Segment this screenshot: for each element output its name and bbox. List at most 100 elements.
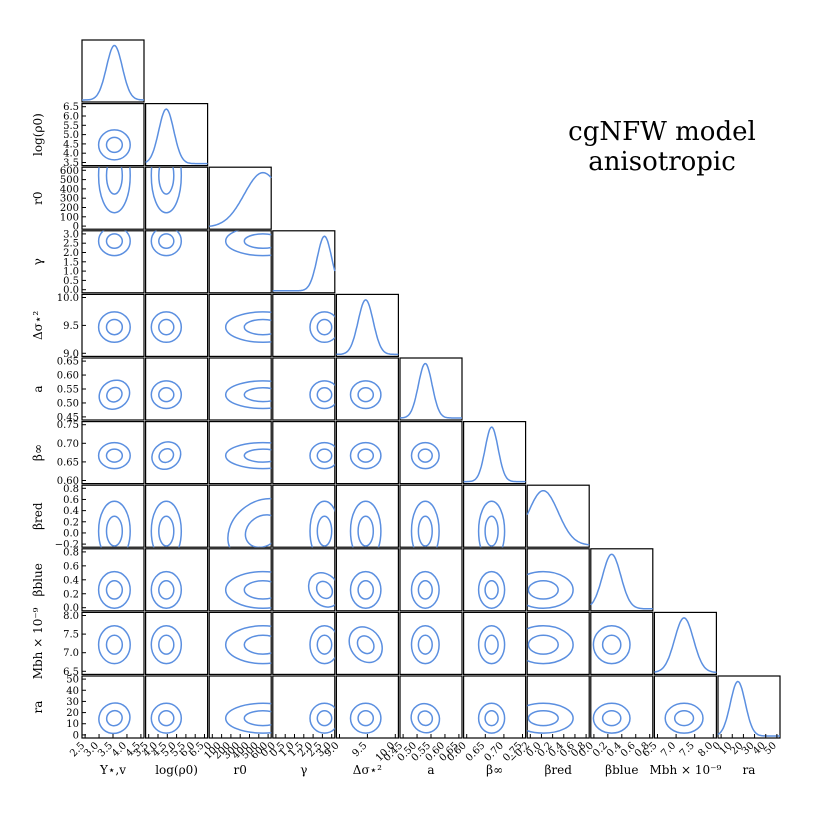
contour-outer [150, 625, 183, 665]
panel-frame [81, 166, 145, 230]
panel-frame [145, 166, 209, 230]
contour-outer [307, 572, 335, 608]
x-axis-label-gamma: γ [300, 763, 307, 777]
panel-frame [399, 611, 463, 676]
panel-ra-logrho0 [145, 675, 209, 739]
panel-frame [335, 548, 399, 612]
y-tick-label: 1.0 [63, 267, 79, 278]
y-tick-label: 0 [73, 222, 79, 233]
panel-frame [81, 421, 145, 485]
contour-inner [357, 448, 375, 463]
y-tick-label: 0.6 [63, 561, 79, 572]
corner-panels: 2.53.03.54.04.5Υ⋆,v3.54.04.55.05.56.06.5… [31, 39, 781, 777]
contour-outer [97, 129, 131, 161]
title-line-2: anisotropic [588, 147, 736, 177]
contour-inner [243, 233, 272, 250]
x-tick-label: 7.0 [659, 740, 678, 759]
panel-frame [717, 675, 781, 739]
panel-frame [208, 484, 272, 548]
y-tick-label: 400 [60, 184, 79, 195]
panel-frame [272, 230, 336, 294]
panel-beta_inf-upsilon [81, 421, 145, 485]
panel-ra-gamma [272, 675, 336, 739]
histogram-upsilon [82, 44, 145, 101]
x-axis-label-a: a [427, 763, 434, 777]
contour-inner [601, 710, 622, 727]
contour-outer [410, 570, 440, 609]
panel-gamma-upsilon [81, 230, 145, 294]
panel-frame [208, 230, 272, 294]
panel-a-a [399, 357, 463, 421]
y-tick-label: 0.0 [63, 285, 79, 296]
contour-inner [158, 580, 175, 600]
y-tick-label: 40 [66, 686, 79, 697]
panel-mbh-r0 [208, 611, 272, 676]
panel-frame [81, 39, 145, 103]
y-tick-label: 5.0 [63, 130, 79, 141]
contour-outer [151, 441, 182, 471]
panel-a-gamma [272, 357, 336, 421]
panel-a-logrho0 [145, 357, 209, 421]
contours [527, 570, 574, 609]
panel-ra-mbh [653, 675, 718, 739]
contour-inner [105, 318, 124, 336]
contour-inner [316, 387, 333, 403]
panel-frame [81, 357, 145, 421]
contour-outer [98, 702, 131, 735]
contour-inner [243, 448, 272, 463]
x-axis-label-upsilon: Υ⋆,v [99, 763, 126, 777]
contours [150, 625, 183, 665]
contours [527, 702, 574, 734]
y-tick-label: 500 [60, 175, 79, 186]
panel-ra-beta_blue [590, 675, 654, 739]
histogram-delta_sigma2 [336, 299, 399, 356]
y-axis-label-beta_blue: βblue [31, 563, 45, 596]
panel-frame [208, 611, 272, 676]
contour-outer [150, 570, 183, 609]
panel-delta_sigma2-delta_sigma2 [335, 293, 399, 357]
contours [150, 500, 183, 548]
panel-beta_inf-gamma [272, 421, 336, 485]
contours [527, 625, 574, 665]
x-axis-label-beta_red: βred [544, 763, 572, 777]
y-tick-label: 9.0 [63, 349, 79, 360]
contour-outer [477, 625, 506, 665]
contour-outer [224, 441, 272, 470]
contour-inner [417, 710, 434, 727]
panel-beta_red-r0 [208, 484, 272, 548]
contour-outer [527, 570, 574, 609]
panel-ra-ra [717, 675, 781, 739]
contour-inner [105, 709, 123, 727]
y-tick-label: 0.6 [63, 495, 79, 506]
panel-frame [145, 293, 209, 357]
contour-inner [158, 448, 175, 464]
panel-r0-logrho0 [145, 166, 209, 230]
contour-inner [243, 710, 272, 727]
contour-outer [224, 380, 272, 410]
panel-beta_red-beta_inf [463, 484, 527, 548]
panel-frame [399, 484, 463, 548]
y-tick-label: 4.0 [63, 149, 79, 160]
contour-outer [410, 702, 441, 734]
panel-beta_red-delta_sigma2 [335, 484, 399, 548]
panel-beta_blue-gamma [272, 548, 336, 612]
contour-outer [224, 625, 272, 665]
panel-beta_blue-a [399, 548, 463, 612]
contours [97, 500, 131, 548]
panel-frame [463, 611, 527, 676]
y-tick-label: 0.0 [63, 603, 79, 614]
contour-outer [309, 311, 335, 344]
contour-inner [527, 634, 559, 655]
contours [592, 625, 631, 665]
contour-inner [417, 448, 433, 463]
contour-inner [357, 710, 375, 727]
panel-frame [208, 548, 272, 612]
contour-outer [349, 380, 382, 410]
contour-outer [309, 500, 335, 548]
y-axis-label-beta_inf: β∞ [31, 444, 45, 461]
contours [150, 570, 183, 609]
contour-inner [316, 710, 333, 727]
contours [410, 570, 440, 609]
y-axis-label-mbh: Mbh × 10⁻⁹ [31, 607, 45, 679]
